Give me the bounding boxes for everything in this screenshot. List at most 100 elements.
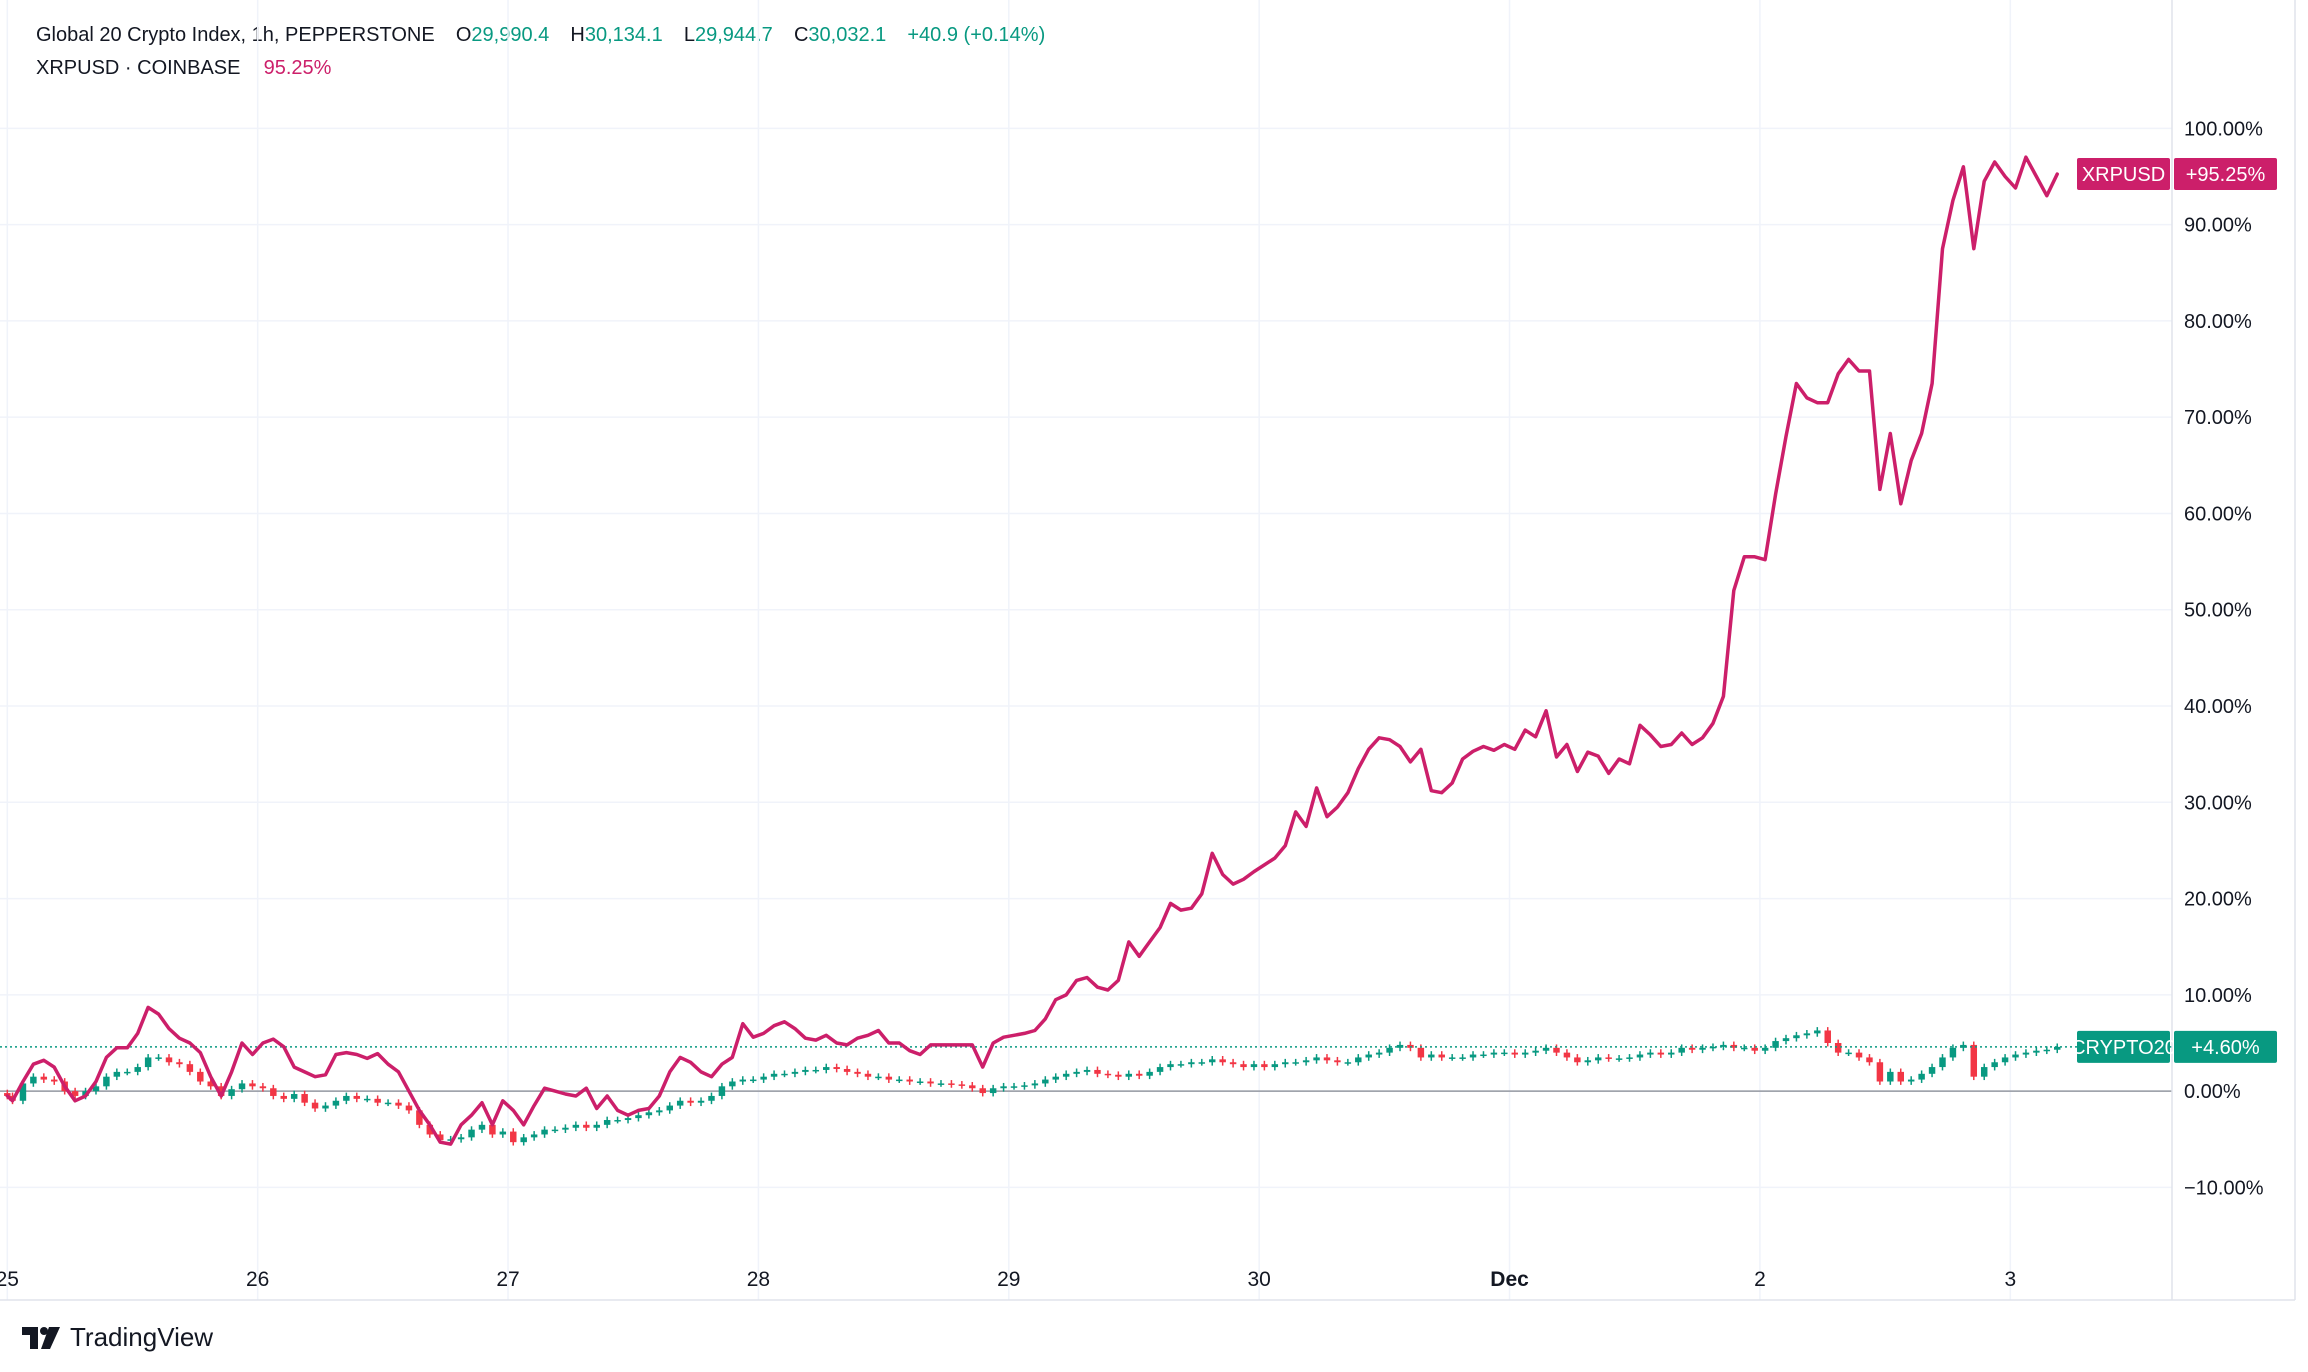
candle-body	[1459, 1057, 1466, 1059]
candle-body	[1208, 1059, 1216, 1063]
candle-body	[1761, 1047, 1769, 1051]
candle-body	[2001, 1057, 2009, 1063]
candle-body	[1167, 1064, 1174, 1068]
candle-body	[645, 1112, 653, 1116]
candle-body	[1282, 1062, 1289, 1065]
candle-body	[270, 1088, 277, 1096]
legend-low-value: 29,944.7	[694, 24, 773, 46]
candle-body	[1803, 1033, 1811, 1036]
candle-body	[520, 1137, 527, 1143]
xrpusd-line-group	[5, 155, 2059, 1146]
candle-body	[958, 1084, 966, 1086]
candle-body	[290, 1094, 298, 1099]
candle-body	[1344, 1062, 1352, 1064]
candle-body	[833, 1067, 840, 1069]
crypto20-tag-symbol: CRYPTO20	[2071, 1037, 2176, 1059]
candle-body	[927, 1081, 934, 1084]
legend-symbol-title: Global 20 Crypto Index, 1h, PEPPERSTONE	[36, 24, 435, 46]
candle-body	[468, 1129, 475, 1138]
candle-body	[1302, 1060, 1310, 1063]
candle-body	[259, 1086, 267, 1089]
candle-body	[969, 1085, 976, 1089]
candle-body	[1135, 1073, 1143, 1076]
legend-high-label: H	[570, 24, 585, 46]
candle-body	[1678, 1047, 1685, 1053]
brand-name: TradingView	[70, 1322, 214, 1352]
crypto20-tag-symbol-bg	[2077, 1030, 2170, 1063]
legend-high-value: 30,134.1	[584, 24, 663, 46]
candle-body	[2043, 1049, 2051, 1052]
candle-body	[280, 1095, 287, 1099]
candle-body	[1271, 1064, 1279, 1068]
candle-body	[1647, 1052, 1654, 1055]
candle-body	[374, 1098, 381, 1103]
candle-body	[875, 1076, 882, 1079]
y-tick-label: 40.00%	[2184, 696, 2252, 718]
x-tick-label: 26	[246, 1268, 269, 1291]
candle-body	[770, 1073, 778, 1077]
candle-body	[1156, 1067, 1164, 1072]
candle-body	[1970, 1044, 1978, 1077]
candle-body	[353, 1095, 361, 1099]
legend-change: +40.9 (+0.14%)	[907, 24, 1046, 46]
candle-body	[1104, 1073, 1112, 1076]
candle-body	[489, 1124, 496, 1135]
candle-body	[1626, 1057, 1633, 1059]
candle-body	[1323, 1057, 1331, 1061]
candle-body	[1125, 1073, 1133, 1077]
candle-body	[1010, 1086, 1018, 1088]
candle-body	[1866, 1057, 1873, 1063]
candle-body	[1511, 1052, 1519, 1055]
candle-body	[1720, 1044, 1727, 1047]
candle-body	[541, 1129, 548, 1135]
candle-body	[2012, 1054, 2019, 1058]
candle-body	[1594, 1057, 1602, 1061]
candle-body	[311, 1102, 319, 1109]
candle-body	[92, 1086, 100, 1092]
candle-body	[530, 1134, 538, 1138]
candle-body	[1532, 1050, 1539, 1053]
candle-body	[1250, 1064, 1258, 1068]
x-tick-label: Dec	[1490, 1268, 1529, 1291]
axes: 100.00% 90.00% 80.00% 70.00% 60.00% 50.00% 40.…	[0, 0, 2296, 1301]
candle-body	[1584, 1060, 1592, 1063]
candle-body	[812, 1069, 820, 1072]
candle-body	[864, 1073, 872, 1077]
candle-body	[384, 1102, 392, 1105]
candle-body	[1052, 1076, 1059, 1080]
candle-body	[1772, 1041, 1779, 1048]
tradingview-brand[interactable]: TradingView	[22, 1322, 213, 1353]
legend-close-label: C	[793, 24, 809, 46]
candle-body	[1438, 1054, 1445, 1058]
candle-body	[885, 1076, 893, 1080]
candle-body	[1574, 1057, 1581, 1063]
candle-body	[457, 1137, 465, 1140]
y-tick-label: −10.00%	[2184, 1177, 2264, 1199]
candle-body	[1240, 1064, 1247, 1068]
candle-body	[989, 1088, 997, 1094]
candle-body	[781, 1073, 788, 1076]
candle-body	[1521, 1052, 1529, 1055]
candle-body	[666, 1105, 673, 1111]
xrpusd-tag-symbol-bg	[2077, 158, 2170, 191]
candle-body	[1490, 1052, 1498, 1055]
y-tick-label: 30.00%	[2184, 792, 2252, 814]
legend-compare-value: 95.25%	[263, 57, 332, 79]
candle-body	[2033, 1050, 2040, 1053]
candle-body	[1741, 1047, 1748, 1050]
candle-body	[228, 1089, 235, 1096]
xrpusd-tag-symbol: XRPUSD	[2082, 164, 2165, 186]
candle-body	[562, 1127, 569, 1130]
candle-body	[854, 1071, 861, 1074]
candle-body	[30, 1076, 37, 1084]
x-tick-label: 27	[496, 1268, 519, 1291]
candle-body	[823, 1067, 830, 1070]
candle-body	[499, 1131, 507, 1135]
candle-body	[124, 1071, 131, 1074]
candle-body	[896, 1079, 903, 1082]
candle-body	[656, 1110, 663, 1113]
xrpusd-tag: XRPUSD +95.25%	[2077, 158, 2277, 191]
candle-body	[1115, 1074, 1122, 1077]
candle-body	[843, 1068, 851, 1072]
